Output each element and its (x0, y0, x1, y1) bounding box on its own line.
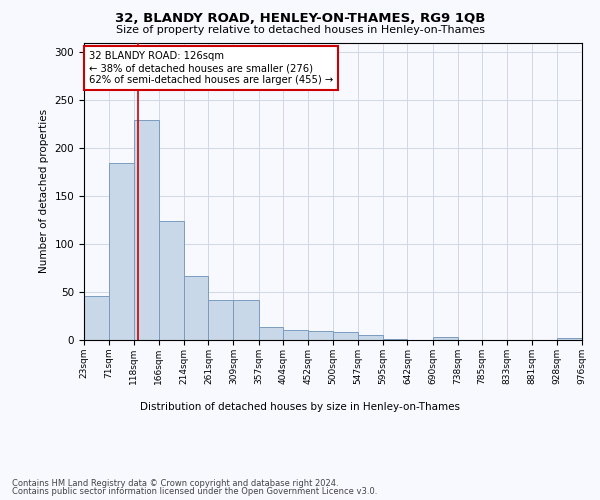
Bar (333, 332, 358, 340)
Bar (283, 330, 308, 340)
Bar (233, 300, 259, 340)
Bar (358, 335, 383, 340)
Bar (109, 164, 134, 340)
Y-axis label: Number of detached properties: Number of detached properties (39, 109, 49, 274)
Bar (84, 296, 109, 340)
Text: 32 BLANDY ROAD: 126sqm
← 38% of detached houses are smaller (276)
62% of semi-de: 32 BLANDY ROAD: 126sqm ← 38% of detached… (89, 52, 333, 84)
Bar (308, 332, 333, 340)
Bar (134, 120, 159, 340)
Bar (383, 339, 407, 340)
Text: Distribution of detached houses by size in Henley-on-Thames: Distribution of detached houses by size … (140, 402, 460, 412)
Bar (433, 337, 458, 340)
Text: Size of property relative to detached houses in Henley-on-Thames: Size of property relative to detached ho… (115, 25, 485, 35)
Bar (184, 276, 208, 340)
Bar (259, 326, 283, 340)
Text: Contains HM Land Registry data © Crown copyright and database right 2024.: Contains HM Land Registry data © Crown c… (12, 478, 338, 488)
Bar (159, 221, 184, 340)
Text: 32, BLANDY ROAD, HENLEY-ON-THAMES, RG9 1QB: 32, BLANDY ROAD, HENLEY-ON-THAMES, RG9 1… (115, 12, 485, 26)
Text: Contains public sector information licensed under the Open Government Licence v3: Contains public sector information licen… (12, 487, 377, 496)
Bar (557, 338, 582, 340)
Bar (208, 300, 233, 340)
